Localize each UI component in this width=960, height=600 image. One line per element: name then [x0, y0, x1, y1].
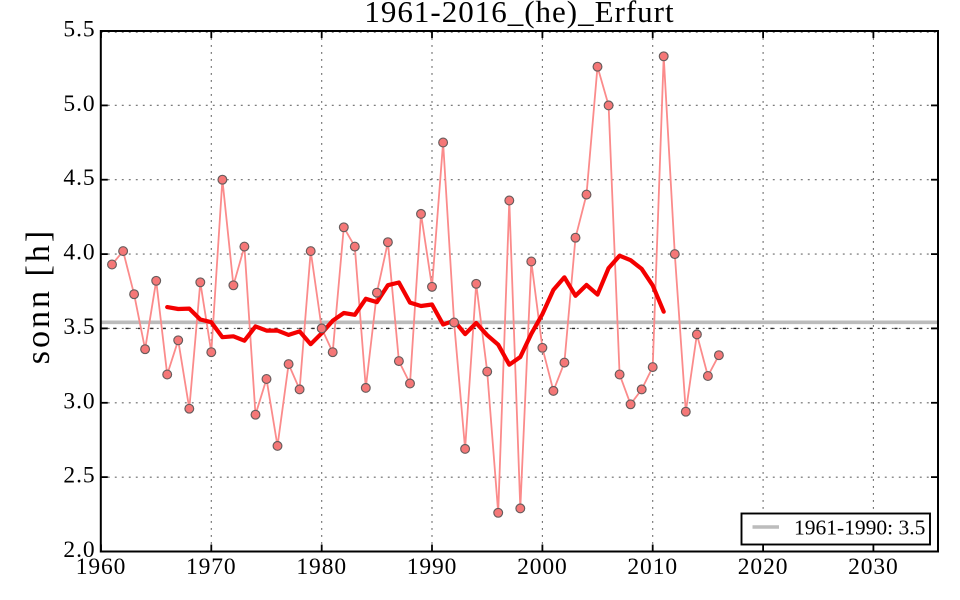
svg-text:1960: 1960: [76, 554, 127, 580]
svg-text:1990: 1990: [407, 554, 458, 580]
svg-text:1980: 1980: [296, 554, 347, 580]
svg-text:sonn [h]: sonn [h]: [20, 228, 57, 364]
svg-text:3.0: 3.0: [63, 388, 95, 414]
svg-text:4.0: 4.0: [63, 240, 95, 266]
svg-text:3.5: 3.5: [63, 314, 95, 340]
svg-text:5.0: 5.0: [63, 91, 95, 117]
svg-text:2000: 2000: [517, 554, 568, 580]
svg-text:1961-2016_(he)_Erfurt: 1961-2016_(he)_Erfurt: [364, 0, 674, 29]
svg-text:2020: 2020: [738, 554, 789, 580]
svg-text:5.5: 5.5: [63, 17, 95, 43]
svg-text:1970: 1970: [186, 554, 237, 580]
svg-text:2.0: 2.0: [63, 537, 95, 563]
svg-text:1961-1990: 3.5: 1961-1990: 3.5: [794, 516, 925, 540]
svg-text:2010: 2010: [627, 554, 678, 580]
svg-text:2.5: 2.5: [63, 463, 95, 489]
svg-text:4.5: 4.5: [63, 165, 95, 191]
svg-text:2030: 2030: [848, 554, 899, 580]
